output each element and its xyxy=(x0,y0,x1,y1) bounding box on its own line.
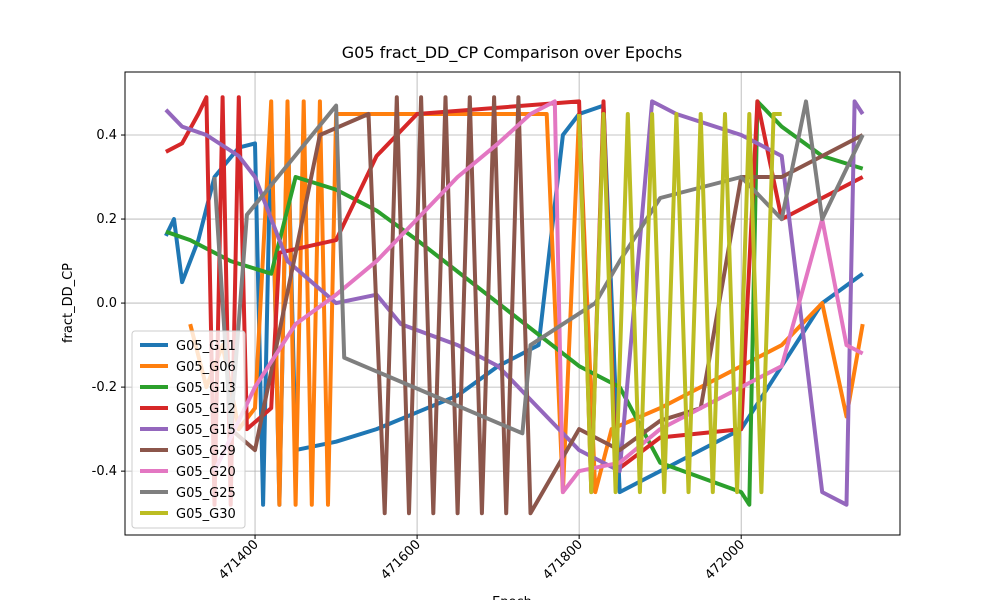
legend-label: G05_G30 xyxy=(176,507,236,522)
plot-lines xyxy=(164,95,865,516)
legend-label: G05_G25 xyxy=(176,486,236,501)
series-line xyxy=(577,112,782,495)
legend-label: G05_G13 xyxy=(176,381,236,396)
legend-label: G05_G15 xyxy=(176,423,236,438)
y-axis-label: fract_DD_CP xyxy=(61,263,76,343)
y-tick-label: -0.4 xyxy=(92,464,117,479)
series-line xyxy=(164,103,864,507)
series-line xyxy=(212,99,865,436)
y-tick-label: -0.2 xyxy=(92,380,117,395)
series-line xyxy=(164,99,865,507)
legend-label: G05_G20 xyxy=(176,465,236,480)
legend-box xyxy=(131,330,246,529)
legend-label: G05_G29 xyxy=(176,444,236,459)
y-tick-label: 0.0 xyxy=(96,296,117,311)
legend-label: G05_G11 xyxy=(176,339,236,354)
x-axis-label: Epoch xyxy=(492,595,532,600)
y-tick-label: 0.2 xyxy=(96,212,117,227)
legend-label: G05_G06 xyxy=(176,360,236,375)
chart-title: G05 fract_DD_CP Comparison over Epochs xyxy=(342,43,682,63)
series-line xyxy=(165,99,864,507)
legend: G05_G11 G05_G06 G05_G13 G05_G12 G05_G15 G05_G… xyxy=(131,330,246,529)
legend-label: G05_G12 xyxy=(176,402,236,417)
y-tick-label: 0.4 xyxy=(96,128,117,143)
